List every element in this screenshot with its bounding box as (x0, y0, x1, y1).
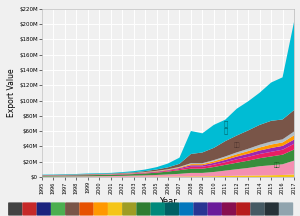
Y-axis label: Export Value: Export Value (8, 68, 16, 117)
X-axis label: Year: Year (159, 197, 177, 206)
Text: 纺织: 纺织 (274, 162, 280, 168)
Text: 金属: 金属 (233, 142, 240, 148)
Text: 机
械: 机 械 (223, 120, 227, 134)
